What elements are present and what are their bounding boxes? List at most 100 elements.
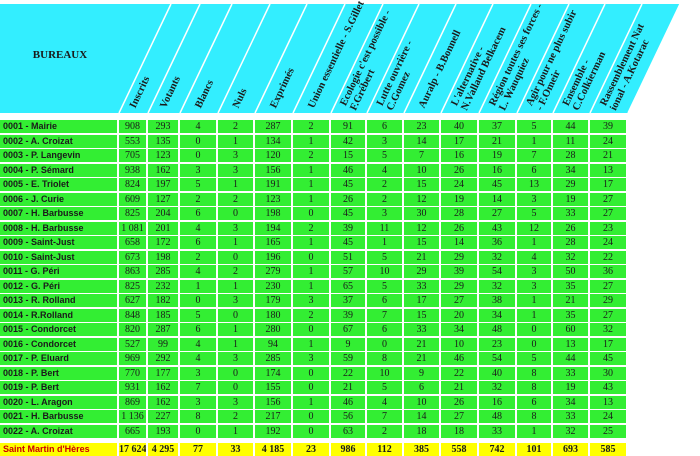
table-cell: 10 xyxy=(404,163,439,177)
table-cell: 21 xyxy=(590,149,626,163)
table-cell: 27 xyxy=(441,410,477,424)
table-cell: 986 xyxy=(331,443,365,456)
table-cell: 232 xyxy=(148,279,178,293)
table-cell: 123 xyxy=(255,192,291,206)
table-cell: 17 xyxy=(590,178,626,192)
table-cell: 863 xyxy=(119,265,146,279)
table-cell: 196 xyxy=(255,250,291,264)
table-cell: 0 xyxy=(517,323,551,337)
table-cell: 197 xyxy=(148,178,178,192)
header-separator xyxy=(589,3,643,114)
table-cell: 2 xyxy=(218,410,253,424)
table-cell: 19 xyxy=(441,192,477,206)
table-cell: 0 xyxy=(218,366,253,380)
table-cell: 156 xyxy=(255,163,291,177)
row-label: 0014 - R.Rolland xyxy=(0,308,117,322)
table-cell: 10 xyxy=(441,337,477,351)
table-cell: 24 xyxy=(441,178,477,192)
table-cell: 51 xyxy=(331,250,365,264)
table-cell: 1 xyxy=(218,279,253,293)
table-cell: 0 xyxy=(180,294,216,308)
row-label: 0019 - P. Bert xyxy=(0,381,117,395)
table-cell: 869 xyxy=(119,395,146,409)
table-cell: 627 xyxy=(119,294,146,308)
table-cell: 0 xyxy=(218,381,253,395)
table-cell: 177 xyxy=(148,366,178,380)
table-cell: 16 xyxy=(479,163,515,177)
table-cell: 45 xyxy=(331,207,365,221)
table-cell: 3 xyxy=(517,265,551,279)
row-label: 0015 - Condorcet xyxy=(0,323,117,337)
table-cell: 28 xyxy=(441,207,477,221)
table-cell: 908 xyxy=(119,120,146,134)
table-cell: 19 xyxy=(553,381,588,395)
table-cell: 3 xyxy=(293,294,329,308)
table-cell: 5 xyxy=(367,250,402,264)
table-cell: 8 xyxy=(180,410,216,424)
table-cell: 127 xyxy=(148,192,178,206)
table-cell: 7 xyxy=(367,410,402,424)
table-cell: 3 xyxy=(218,395,253,409)
table-cell: 280 xyxy=(255,323,291,337)
table-cell: 182 xyxy=(148,294,178,308)
table-cell: 20 xyxy=(441,308,477,322)
table-cell: 18 xyxy=(404,424,439,438)
table-cell: 15 xyxy=(404,236,439,250)
table-cell: 15 xyxy=(404,308,439,322)
table-cell: 23 xyxy=(590,221,626,235)
table-cell: 3 xyxy=(180,395,216,409)
table-cell: 2 xyxy=(218,120,253,134)
table-cell: 21 xyxy=(404,250,439,264)
header-separator xyxy=(330,3,384,114)
table-cell: 40 xyxy=(441,120,477,134)
table-cell: 201 xyxy=(148,221,178,235)
table-cell: 50 xyxy=(553,265,588,279)
table-cell: 4 xyxy=(517,250,551,264)
table-cell: 824 xyxy=(119,178,146,192)
table-cell: 29 xyxy=(404,265,439,279)
row-label: 0001 - Mairie xyxy=(0,120,117,134)
table-cell: 3 xyxy=(218,352,253,366)
table-cell: 43 xyxy=(479,221,515,235)
table-cell: 4 295 xyxy=(148,443,178,456)
table-cell: 0 xyxy=(293,381,329,395)
table-cell: 217 xyxy=(255,410,291,424)
table-cell: 33 xyxy=(218,443,253,456)
table-cell: 10 xyxy=(367,265,402,279)
table-cell: 1 081 xyxy=(119,221,146,235)
table-cell: 36 xyxy=(479,236,515,250)
table-cell: 27 xyxy=(441,294,477,308)
table-cell: 38 xyxy=(479,294,515,308)
table-cell: 12 xyxy=(404,221,439,235)
table-cell: 16 xyxy=(479,395,515,409)
table-cell: 0 xyxy=(293,207,329,221)
table-cell: 0 xyxy=(180,134,216,148)
table-cell: 11 xyxy=(367,221,402,235)
table-cell: 156 xyxy=(255,395,291,409)
table-cell: 230 xyxy=(255,279,291,293)
table-cell: 5 xyxy=(367,279,402,293)
table-cell: 2 xyxy=(293,308,329,322)
table-cell: 1 xyxy=(293,265,329,279)
table-cell: 60 xyxy=(553,323,588,337)
table-cell: 23 xyxy=(479,337,515,351)
table-cell: 5 xyxy=(367,381,402,395)
table-cell: 0 xyxy=(293,323,329,337)
row-label: 0003 - P. Langevin xyxy=(0,149,117,163)
table-cell: 2 xyxy=(367,424,402,438)
table-cell: 1 136 xyxy=(119,410,146,424)
table-cell: 4 xyxy=(180,120,216,134)
table-cell: 8 xyxy=(517,381,551,395)
table-cell: 24 xyxy=(590,236,626,250)
table-cell: 14 xyxy=(404,410,439,424)
table-cell: 18 xyxy=(441,424,477,438)
table-cell: 134 xyxy=(255,134,291,148)
table-cell: 0 xyxy=(293,424,329,438)
table-cell: 820 xyxy=(119,323,146,337)
table-cell: 6 xyxy=(404,381,439,395)
table-cell: 7 xyxy=(367,308,402,322)
table-cell: 2 xyxy=(293,120,329,134)
table-cell: 3 xyxy=(218,221,253,235)
table-cell: 0 xyxy=(367,337,402,351)
